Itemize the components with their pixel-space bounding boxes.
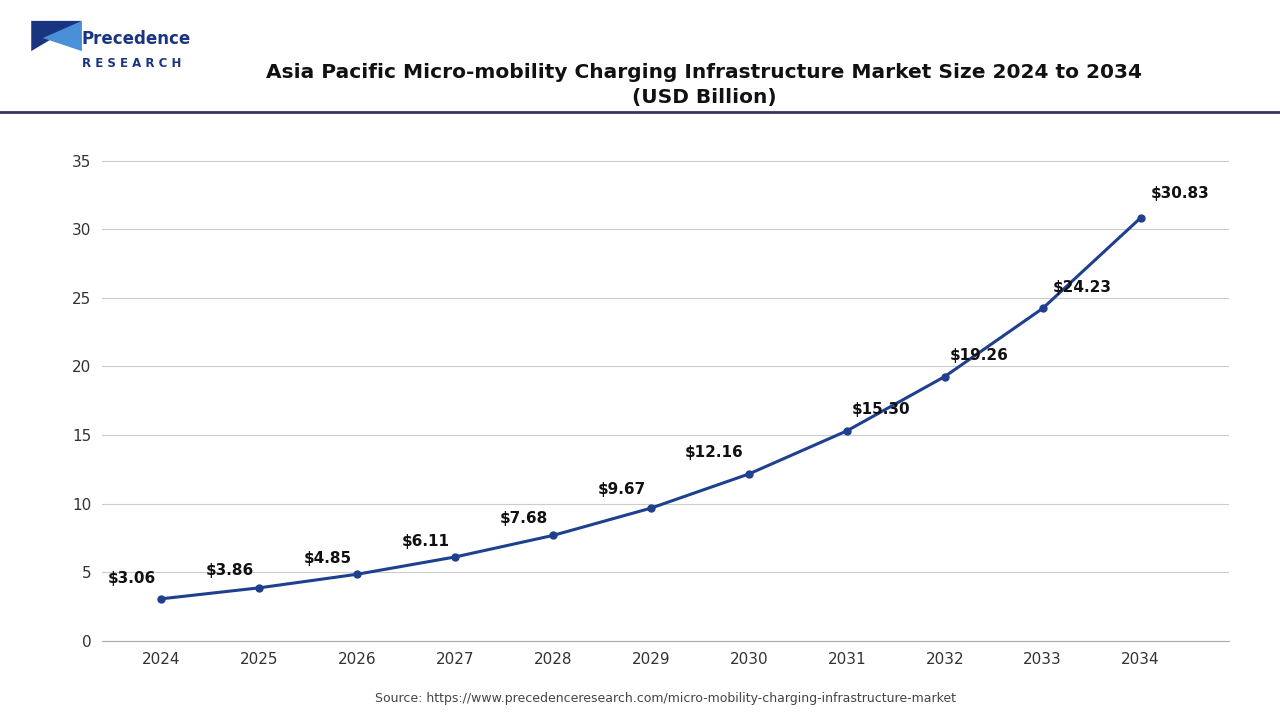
Polygon shape [42, 21, 82, 51]
Text: Asia Pacific Micro-mobility Charging Infrastructure Market Size 2024 to 2034: Asia Pacific Micro-mobility Charging Inf… [266, 63, 1142, 81]
Text: $12.16: $12.16 [685, 445, 744, 460]
Text: $3.86: $3.86 [206, 563, 255, 578]
Text: Source: https://www.precedenceresearch.com/micro-mobility-charging-infrastructur: Source: https://www.precedenceresearch.c… [375, 692, 956, 705]
Text: $6.11: $6.11 [402, 534, 451, 549]
Text: $7.68: $7.68 [499, 510, 548, 526]
Text: $4.85: $4.85 [305, 551, 352, 566]
Text: Precedence: Precedence [82, 30, 191, 48]
Text: $3.06: $3.06 [108, 572, 156, 587]
Text: $24.23: $24.23 [1052, 279, 1111, 294]
Text: $30.83: $30.83 [1151, 186, 1210, 202]
Text: R E S E A R C H: R E S E A R C H [82, 57, 182, 70]
Text: $9.67: $9.67 [598, 482, 646, 498]
Text: (USD Billion): (USD Billion) [632, 88, 776, 107]
Text: $19.26: $19.26 [950, 348, 1009, 363]
Text: $15.30: $15.30 [851, 402, 910, 417]
Polygon shape [31, 21, 82, 51]
